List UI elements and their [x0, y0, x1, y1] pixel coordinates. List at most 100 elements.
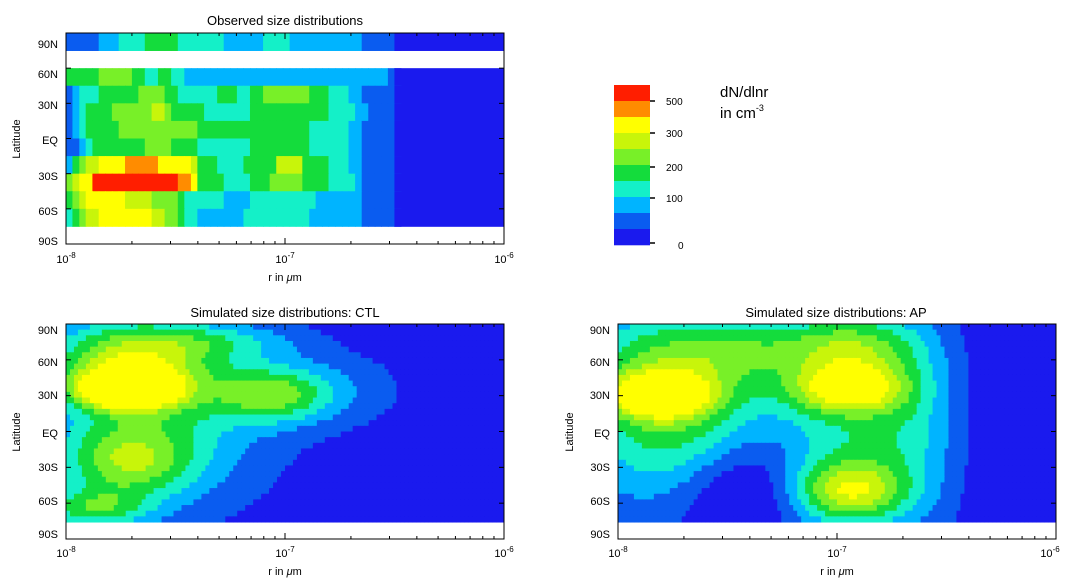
heatmap-cell	[916, 335, 922, 342]
heatmap-cell	[141, 324, 147, 331]
heatmap-cell	[177, 346, 182, 353]
heatmap-cell	[797, 335, 802, 342]
heatmap-cell	[801, 335, 806, 342]
heatmap-cell	[144, 191, 153, 210]
heatmap-cell	[332, 516, 338, 523]
heatmap-cell	[193, 346, 198, 353]
heatmap-cell	[221, 476, 226, 483]
heatmap-cell	[464, 414, 469, 421]
heatmap-cell	[204, 68, 212, 87]
heatmap-cell	[348, 482, 354, 489]
heatmap-cell	[420, 516, 425, 523]
heatmap-cell	[113, 329, 119, 336]
heatmap-cell	[1012, 329, 1017, 336]
heatmap-cell	[312, 386, 318, 393]
heatmap-cell	[161, 346, 167, 353]
heatmap-cell	[189, 476, 194, 483]
colorbar-tick-label: 100	[666, 194, 683, 205]
heatmap-cell	[460, 374, 465, 382]
heatmap-cell	[440, 431, 445, 438]
heatmap-cell	[340, 510, 346, 517]
heatmap-cell	[436, 431, 441, 438]
heatmap-cell	[201, 408, 206, 416]
heatmap-cell	[408, 482, 413, 489]
heatmap-cell	[117, 374, 123, 382]
heatmap-cell	[920, 324, 926, 331]
heatmap-cell	[428, 448, 433, 455]
heatmap-cell	[320, 493, 326, 500]
heatmap-cell	[153, 346, 159, 353]
heatmap-cell	[77, 448, 83, 455]
heatmap-cell	[113, 357, 119, 365]
heatmap-cell	[149, 510, 155, 517]
heatmap-cell	[229, 437, 234, 444]
heatmap-cell	[348, 329, 354, 336]
heatmap-cell	[689, 340, 695, 348]
heatmap-cell	[296, 493, 302, 500]
heatmap-cell	[73, 420, 79, 427]
heatmap-cell	[277, 329, 282, 336]
heatmap-cell	[460, 386, 465, 393]
heatmap-cell	[243, 85, 251, 104]
heatmap-cell	[66, 208, 74, 227]
heatmap-cell	[833, 324, 838, 331]
heatmap-cell	[436, 459, 441, 466]
heatmap-cell	[249, 138, 258, 157]
heatmap-cell	[181, 391, 186, 399]
heatmap-cell	[332, 448, 338, 455]
heatmap-cell	[444, 459, 449, 466]
heatmap-cell	[129, 499, 135, 506]
heatmap-cell	[185, 357, 190, 365]
heatmap-cell	[161, 420, 167, 427]
heatmap-cell	[185, 380, 190, 387]
heatmap-cell	[892, 329, 898, 336]
heatmap-cell	[229, 465, 234, 472]
heatmap-cell	[360, 324, 366, 331]
heatmap-cell	[444, 408, 449, 416]
heatmap-cell	[380, 324, 386, 331]
heatmap-cell	[137, 454, 143, 461]
heatmap-cell	[381, 173, 389, 192]
heatmap-cell	[488, 510, 493, 517]
heatmap-cell	[472, 386, 477, 393]
heatmap-cell	[149, 488, 155, 495]
heatmap-cell	[376, 408, 382, 416]
heatmap-cell	[213, 386, 218, 393]
heatmap-cell	[97, 403, 103, 410]
heatmap-cell	[412, 510, 417, 517]
heatmap-cell	[229, 374, 234, 382]
heatmap-cell	[388, 408, 394, 416]
heatmap-cell	[85, 493, 91, 500]
heatmap-cell	[149, 431, 155, 438]
heatmap-cell	[109, 391, 115, 399]
heatmap-cell	[484, 499, 489, 506]
colorbar-swatches	[614, 85, 650, 246]
heatmap-cell	[131, 156, 139, 175]
heatmap-cell	[340, 324, 346, 331]
heatmap-cell	[225, 352, 230, 359]
heatmap-cell	[113, 482, 119, 489]
heatmap-cell	[380, 448, 386, 455]
heatmap-cell	[92, 173, 100, 192]
heatmap-cell	[117, 482, 123, 489]
heatmap-cell	[721, 324, 727, 331]
heatmap-cell	[141, 516, 147, 523]
heatmap-cell	[789, 335, 794, 342]
heatmap-cell	[741, 324, 746, 331]
heatmap-cell	[392, 386, 397, 393]
heatmap-cell	[476, 363, 481, 370]
heatmap-cell	[924, 335, 930, 342]
heatmap-cell	[381, 103, 389, 122]
heatmap-cell	[428, 437, 433, 444]
heatmap-cell	[448, 465, 453, 472]
heatmap-cell	[129, 493, 135, 500]
heatmap-cell	[492, 363, 497, 370]
heatmap-cell	[1044, 340, 1049, 348]
heatmap-cell	[105, 437, 111, 444]
heatmap-cell	[205, 476, 210, 483]
heatmap-cell	[452, 335, 457, 342]
heatmap-cell	[428, 374, 433, 382]
heatmap-cell	[177, 120, 185, 139]
heatmap-cell	[444, 329, 449, 336]
heatmap-cell	[285, 437, 290, 444]
